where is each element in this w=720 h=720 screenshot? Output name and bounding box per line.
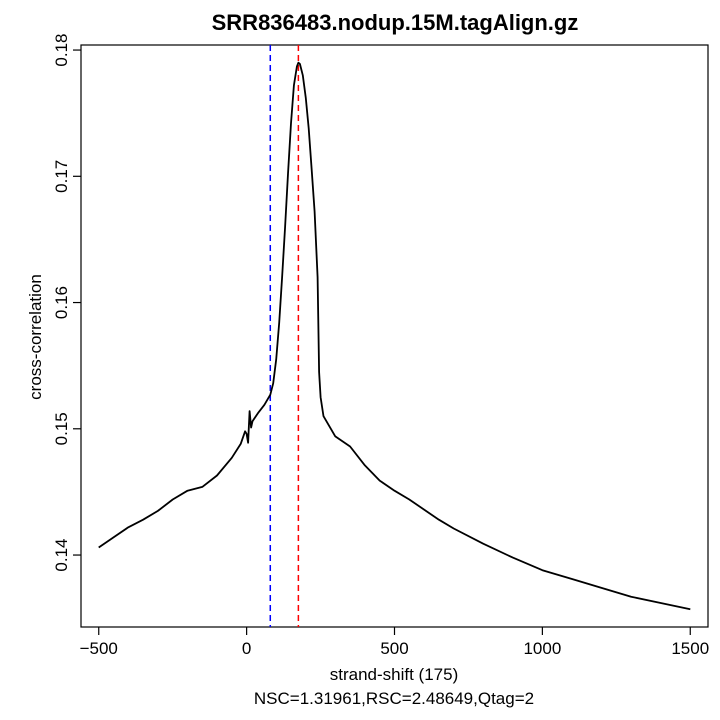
- y-axis: 0.14 0.15 0.16 0.17 0.18: [52, 34, 81, 572]
- x-axis: −500 0 500 1000 1500: [80, 627, 709, 658]
- series-line-cross-correlation: [98, 61, 691, 611]
- y-axis-label: cross-correlation: [26, 274, 45, 400]
- x-tick-label: 0: [242, 639, 251, 658]
- chart-title: SRR836483.nodup.15M.tagAlign.gz: [212, 10, 579, 35]
- y-tick-label: 0.18: [52, 34, 71, 67]
- reference-lines: [269, 45, 300, 627]
- series-group: [98, 61, 691, 611]
- x-axis-label: strand-shift (175): [330, 665, 459, 684]
- chart-subtitle: NSC=1.31961,RSC=2.48649,Qtag=2: [254, 689, 534, 708]
- y-tick-label: 0.17: [52, 160, 71, 193]
- x-tick-label: −500: [80, 639, 118, 658]
- y-tick-label: 0.15: [52, 412, 71, 445]
- y-tick-label: 0.14: [52, 538, 71, 571]
- x-tick-label: 1000: [523, 639, 561, 658]
- x-tick-label: 1500: [671, 639, 709, 658]
- y-tick-label: 0.16: [52, 286, 71, 319]
- x-tick-label: 500: [380, 639, 408, 658]
